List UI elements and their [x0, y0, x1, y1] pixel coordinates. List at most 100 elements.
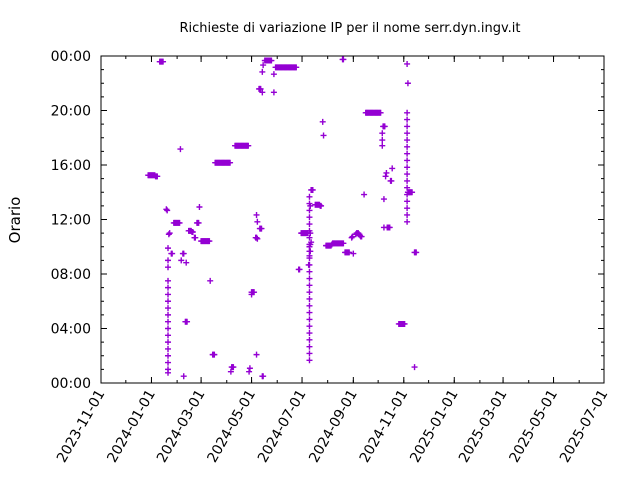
data-point — [296, 266, 303, 273]
data-point — [381, 123, 388, 130]
x-tick-label: 2024-03-01 — [154, 387, 209, 465]
data-point — [340, 56, 347, 63]
x-tick-label: 2024-07-01 — [255, 387, 310, 465]
data-point — [306, 234, 313, 241]
data-point — [349, 233, 356, 240]
data-point — [380, 196, 387, 203]
data-point — [413, 249, 420, 256]
plot-border — [100, 55, 605, 384]
data-point — [306, 221, 313, 228]
data-point — [246, 365, 253, 372]
data-point — [195, 219, 202, 226]
data-point — [165, 291, 172, 298]
data-point — [388, 177, 395, 184]
data-point — [164, 207, 171, 214]
data-point — [404, 177, 411, 184]
y-tick-label: 00:00 — [51, 49, 91, 65]
data-point — [245, 142, 252, 149]
data-point — [165, 298, 172, 305]
data-point — [404, 198, 411, 205]
data-point — [154, 173, 161, 180]
data-point — [258, 225, 265, 232]
y-tick-label: 20:00 — [51, 104, 91, 120]
x-axis: 2023-11-012024-01-012024-03-012024-05-01… — [54, 56, 611, 465]
x-tick-label: 2025-03-01 — [456, 387, 511, 465]
data-point — [259, 68, 266, 75]
data-point — [293, 64, 300, 71]
data-point — [165, 264, 172, 271]
data-point — [306, 289, 313, 296]
data-point — [404, 150, 411, 157]
data-point — [306, 350, 313, 357]
data-point — [404, 137, 411, 144]
data-point — [320, 132, 327, 139]
data-point — [404, 130, 411, 137]
data-point — [189, 228, 196, 235]
data-point — [401, 320, 408, 327]
data-point — [404, 109, 411, 116]
data-point — [211, 351, 218, 358]
data-point — [165, 284, 172, 291]
data-point — [165, 257, 172, 264]
data-point — [358, 233, 365, 240]
data-point — [169, 250, 176, 257]
data-point — [166, 230, 173, 237]
data-point — [165, 277, 172, 284]
data-point — [306, 336, 313, 343]
data-point — [306, 241, 313, 248]
data-point — [319, 118, 326, 125]
data-point — [306, 193, 313, 200]
data-point — [165, 311, 172, 318]
data-point — [207, 277, 214, 284]
x-tick-label: 2025-05-01 — [506, 387, 561, 465]
data-point — [404, 143, 411, 150]
data-point — [350, 250, 357, 257]
x-tick-label: 2024-09-01 — [306, 387, 361, 465]
data-point — [306, 330, 313, 337]
data-point — [248, 291, 255, 298]
data-point — [306, 309, 313, 316]
data-point — [206, 238, 213, 245]
data-point — [386, 224, 393, 231]
data-point — [165, 305, 172, 312]
data-point — [257, 85, 264, 92]
data-point — [377, 109, 384, 116]
data-point — [404, 171, 411, 178]
data-point — [306, 255, 313, 262]
data-point — [183, 259, 190, 266]
data-point — [306, 248, 313, 255]
data-point — [346, 249, 353, 256]
data-point — [306, 214, 313, 221]
data-point — [165, 332, 172, 339]
data-point — [165, 231, 172, 238]
data-point — [165, 345, 172, 352]
data-point — [165, 359, 172, 366]
data-point — [404, 164, 411, 171]
data-point — [270, 89, 277, 96]
data-point — [306, 316, 313, 323]
data-point — [165, 339, 172, 346]
data-point — [379, 142, 386, 149]
y-tick-label: 04:00 — [51, 322, 91, 338]
data-point — [382, 173, 389, 180]
data-point — [361, 191, 368, 198]
data-point — [306, 200, 313, 207]
data-point — [379, 130, 386, 137]
y-tick-label: 16:00 — [51, 158, 91, 174]
data-point — [409, 189, 416, 196]
data-point — [180, 250, 187, 257]
data-point — [227, 368, 234, 375]
data-point — [306, 302, 313, 309]
data-point — [404, 116, 411, 123]
y-axis-label: Orario — [6, 197, 24, 244]
data-point — [196, 204, 203, 211]
data-point — [227, 159, 234, 166]
data-point — [379, 137, 386, 144]
data-point — [184, 318, 191, 325]
data-point — [404, 184, 411, 191]
data-point — [404, 218, 411, 225]
data-point — [348, 234, 355, 241]
y-tick-label: 00:00 — [51, 376, 91, 392]
data-point — [318, 202, 325, 209]
